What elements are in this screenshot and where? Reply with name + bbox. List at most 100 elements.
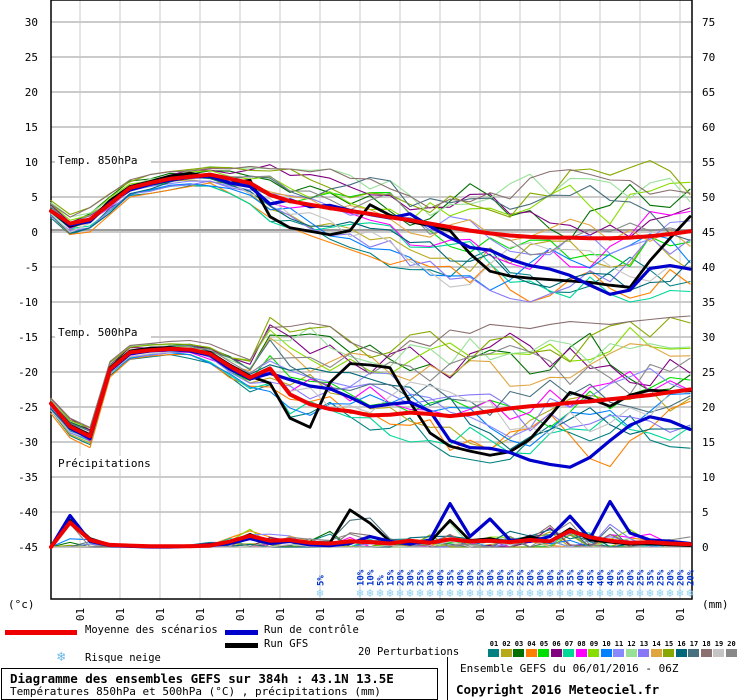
diagram-subtitle: Températures 850hPa et 500hPa (°C) , pré… [10,685,381,698]
snow-risk-flake-icon: ❄ [496,586,503,600]
perturbation-color-swatch [675,649,687,658]
snow-risk-flake-icon: ❄ [566,586,573,600]
x-axis-date-label: 07/01 [74,608,87,622]
perturbation-color-swatch [600,649,612,658]
right-axis-tick: 55 [702,156,715,169]
perturbation-number: 04 [527,640,536,648]
ensemble-chart: Temp. 850hPa Temp. 500hPa Précipitations 30… [8,0,729,622]
right-axis-tick: 75 [702,16,715,29]
snow-risk-flake-icon: ❄ [316,586,323,600]
snow-risk-flake-icon: ❄ [356,586,363,600]
snow-risk-percent: 30% [497,569,507,586]
snow-risk-flake-icon: ❄ [486,586,493,600]
snow-risk-flake-icon: ❄ [656,586,663,600]
snow-risk-percent: 30% [407,569,417,586]
snow-risk-percent: 20% [677,569,687,586]
left-axis-tick: -35 [18,471,38,484]
snow-risk-flake-icon: ❄ [506,586,513,600]
control-legend-label: Run de contrôle [264,624,359,636]
run-info: Ensemble GEFS du 06/01/2016 - 06Z [460,662,679,675]
perturbation-color-swatch [488,649,499,658]
snow-risk-flake-icon: ❄ [406,586,413,600]
left-axis-tick: 15 [25,121,38,134]
right-axis-tick: 15 [702,436,715,449]
snow-risk-percent: 30% [427,569,437,586]
left-axis-tick: 5 [31,191,38,204]
perturbation-number: 09 [589,640,599,648]
perturbation-number: 19 [714,640,724,648]
right-axis-tick: 70 [702,51,715,64]
snow-risk-percent: 15% [387,569,397,586]
x-axis-date-label: 09/01 [154,608,167,622]
snow-risk-flake-icon: ❄ [396,586,403,600]
snow-risk-percent: 30% [537,569,547,586]
snow-risk-percent: 10% [357,569,367,586]
perturbation-color-swatch [700,649,712,658]
x-axis-date-label: 12/01 [274,608,287,622]
snow-risk-percent: 25% [417,569,427,586]
x-axis-date-label: 15/01 [394,608,407,622]
left-axis-tick: -10 [18,296,38,309]
perturbation-number: 02 [502,640,511,648]
left-axis-tick: -20 [18,366,38,379]
snow-risk-flake-icon: ❄ [416,586,423,600]
perturbation-color-swatch [688,649,699,658]
snow-risk-legend-label: Risque neige [85,652,161,664]
snow-risk-percent: 35% [617,569,627,586]
x-axis-date-label: 20/01 [594,608,607,622]
perturbation-color-swatch [613,649,624,658]
perturbation-number: 13 [639,640,649,648]
perturbation-color-swatch [525,649,537,658]
snow-risk-percent: 5% [377,575,387,586]
perturbation-number: 01 [489,640,499,648]
snow-risk-flake-icon: ❄ [526,586,533,600]
snow-risk-percent: 25% [637,569,647,586]
mean-line-swatch [5,630,77,635]
perturbation-color-swatch [663,649,674,658]
panel-title: Temp. 500hPa [58,326,137,339]
snow-risk-percent: 20% [687,569,697,586]
perturbations-legend-label: 20 Perturbations [358,646,460,658]
snow-risk-percent: 20% [527,569,537,586]
perturbation-color-swatch [575,649,587,658]
perturbation-color-swatch [588,649,599,658]
x-axis-date-label: 22/01 [674,608,687,622]
perturbation-color-swatch [538,649,549,658]
x-axis-date-label: 18/01 [514,608,527,622]
snow-risk-percent: 25% [517,569,527,586]
snow-risk-flake-icon: ❄ [676,586,683,600]
x-axis-date-label: 21/01 [634,608,647,622]
snow-risk-percent: 5% [317,575,327,586]
snow-risk-percent: 30% [487,569,497,586]
copyright: Copyright 2016 Meteociel.fr [456,682,660,697]
snow-risk-flake-icon: ❄ [466,586,473,600]
left-axis-unit: (°c) [8,598,35,611]
mean-legend-label: Moyenne des scénarios [85,624,218,636]
right-axis-tick: 65 [702,86,715,99]
right-axis-tick: 45 [702,226,715,239]
snow-risk-flake-icon: ❄ [376,586,383,600]
right-axis-tick: 20 [702,401,715,414]
left-axis-tick: 20 [25,86,38,99]
snow-risk-percent: 35% [447,569,457,586]
perturbation-color-swatch [713,649,724,658]
diagram-title: Diagramme des ensembles GEFS sur 384h : … [10,671,394,686]
perturbation-color-swatch [725,649,737,658]
right-axis-tick: 60 [702,121,715,134]
perturbation-number: 12 [627,640,636,648]
x-axis-date-label: 11/01 [234,608,247,622]
perturbation-color-swatch [650,649,662,658]
x-axis-date-label: 19/01 [554,608,567,622]
left-axis-tick: -45 [18,541,38,554]
snow-risk-percent: 20% [667,569,677,586]
perturbation-color-swatch [638,649,649,658]
perturbation-number: 06 [552,640,561,648]
snow-risk-flake-icon: ❄ [646,586,653,600]
perturbation-number: 20 [727,640,736,648]
x-axis-date-label: 14/01 [354,608,367,622]
snow-risk-percent: 35% [557,569,567,586]
right-axis-tick: 35 [702,296,715,309]
snow-risk-flake-icon: ❄ [456,586,463,600]
right-axis-tick: 40 [702,261,715,274]
perturbation-number: 08 [577,640,586,648]
